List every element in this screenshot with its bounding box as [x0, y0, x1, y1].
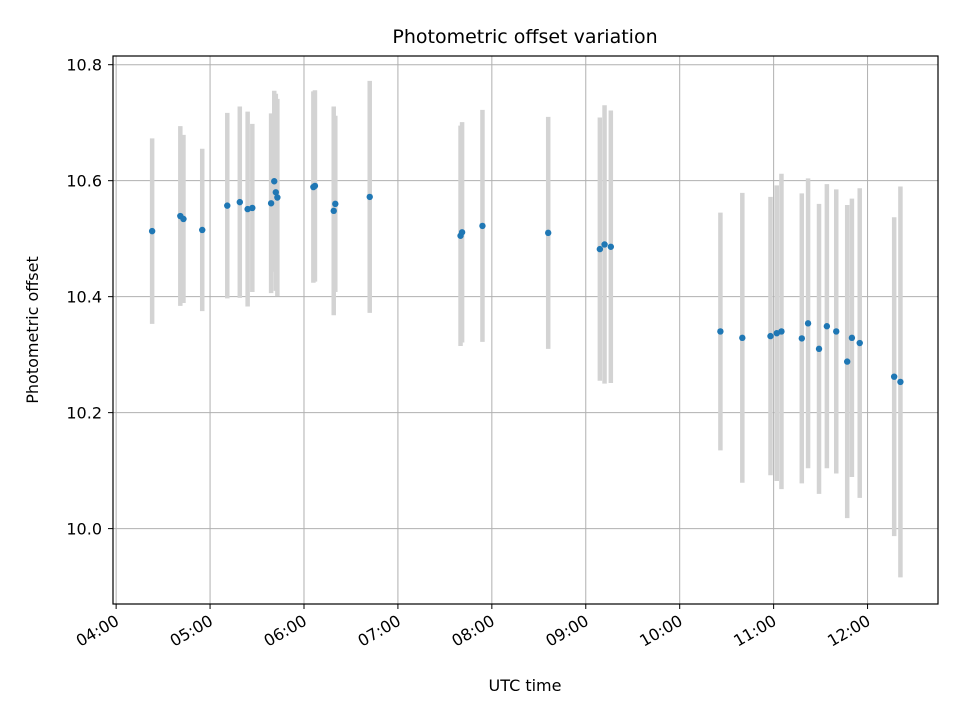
data-points — [148, 178, 904, 386]
data-point — [823, 323, 831, 330]
data-point — [844, 358, 851, 365]
data-point — [804, 320, 812, 327]
data-point — [717, 328, 724, 335]
y-tick-label: 10.2 — [66, 404, 102, 423]
data-point — [601, 241, 608, 248]
y-tick-label: 10.8 — [66, 56, 102, 75]
data-point — [856, 339, 863, 347]
data-point — [897, 378, 904, 386]
data-point — [274, 194, 281, 201]
x-axis-label: UTC time — [489, 676, 562, 695]
y-axis-label: Photometric offset — [23, 256, 42, 404]
data-point — [778, 328, 785, 335]
data-point — [366, 193, 373, 201]
data-point — [607, 243, 615, 250]
data-point — [798, 335, 806, 342]
plot-frame — [112, 55, 939, 605]
data-point — [148, 227, 156, 235]
data-point — [890, 373, 898, 380]
data-point — [199, 226, 206, 234]
data-point — [479, 222, 486, 230]
y-tick-label: 10.6 — [66, 172, 102, 191]
data-point — [311, 182, 319, 190]
data-point — [596, 245, 604, 253]
chart-title: Photometric offset variation — [392, 26, 657, 48]
data-point — [332, 200, 339, 208]
data-point — [848, 334, 856, 342]
data-point — [330, 207, 337, 215]
data-point — [815, 345, 823, 353]
y-axis: 10.0 10.2 10.4 10.6 10.8 — [66, 56, 113, 539]
y-tick-label: 10.0 — [66, 520, 102, 539]
data-point — [458, 229, 466, 236]
data-point — [767, 332, 774, 340]
data-point — [544, 229, 552, 237]
data-point — [267, 200, 275, 207]
data-point — [272, 189, 280, 196]
data-point — [249, 204, 256, 212]
data-point — [271, 178, 278, 185]
data-point — [224, 202, 231, 209]
data-point — [236, 198, 244, 206]
data-point — [739, 334, 746, 342]
y-tick-label: 10.4 — [66, 288, 102, 307]
data-point — [833, 328, 840, 335]
data-point — [180, 215, 187, 223]
grid — [113, 56, 938, 604]
